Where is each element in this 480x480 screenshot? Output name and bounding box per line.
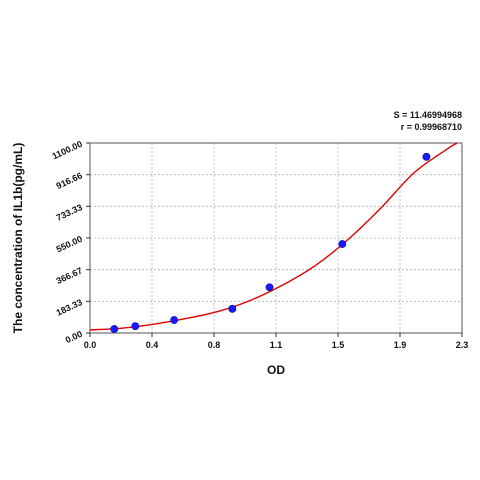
fit-curve-line: [89, 142, 458, 331]
data-point: [265, 283, 274, 292]
x-tick-label: 1.9: [394, 340, 407, 350]
data-point: [228, 304, 237, 313]
y-tick-label: 1100.00: [51, 139, 84, 162]
y-tick-label: 0.00: [64, 329, 84, 345]
y-tick-label: 183.33: [55, 297, 84, 318]
data-point: [422, 152, 431, 161]
y-tick-label: 916.66: [55, 170, 84, 191]
x-tick-label: 2.3: [456, 340, 469, 350]
axis-ticks: 0.0 0.4 0.8 1.1 1.5 1.9 2.3 0.00 183.33 366.67 550…: [51, 139, 469, 350]
data-points: [110, 152, 431, 333]
y-tick-label: 733.33: [55, 202, 84, 223]
x-tick-label: 0.8: [208, 340, 221, 350]
data-point: [131, 322, 140, 330]
x-tick-label: 0.0: [84, 340, 97, 350]
x-tick-label: 0.4: [146, 340, 159, 350]
data-point: [338, 240, 347, 248]
y-tick-label: 366.67: [55, 265, 84, 286]
x-axis-title: OD: [267, 363, 285, 377]
x-tick-label: 1.5: [332, 340, 345, 350]
fit-r-statistic: r = 0.99968710: [401, 122, 462, 132]
fit-s-statistic: S = 11.46994968: [394, 110, 462, 120]
y-axis-title: The concentration of IL1b(pg/mL): [11, 143, 25, 334]
y-tick-label: 550.00: [55, 234, 84, 255]
grid: [90, 143, 462, 333]
data-point: [110, 325, 119, 333]
x-tick-label: 1.1: [270, 340, 283, 350]
data-point: [170, 316, 179, 324]
